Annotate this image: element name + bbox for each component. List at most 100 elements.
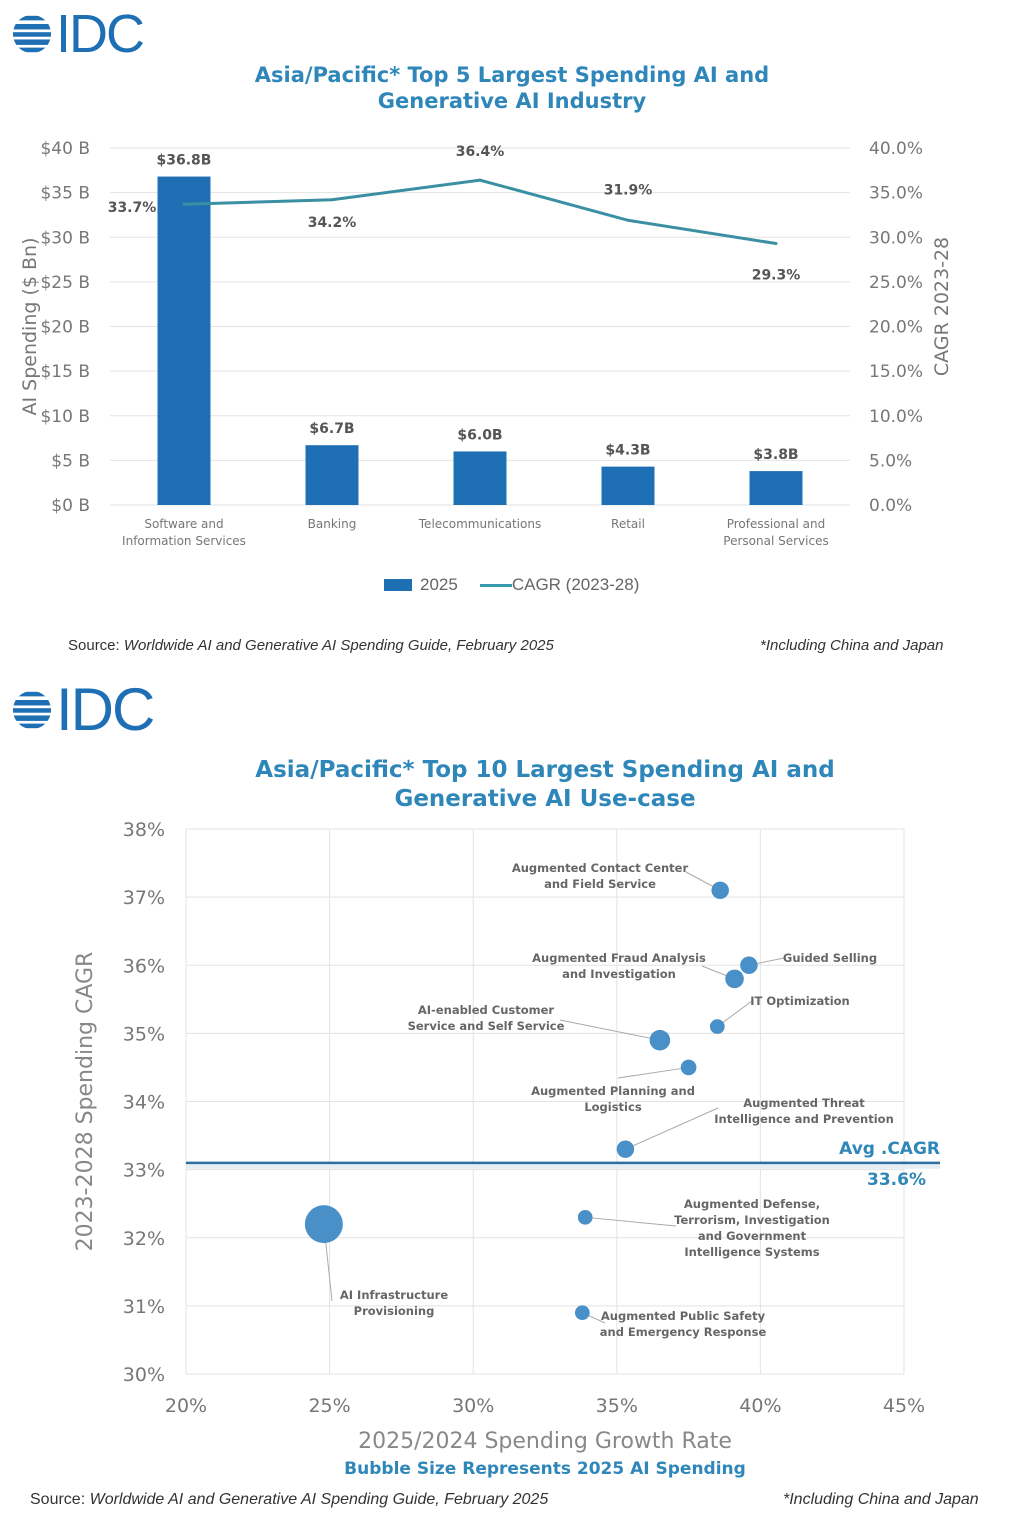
source-label: Source:: [30, 1491, 90, 1508]
cagr-data-label: 31.9%: [604, 182, 653, 198]
chart1-title-line2: Generative AI Industry: [377, 89, 647, 114]
x-category-label: Banking: [308, 517, 357, 531]
bubble-label: and Government: [698, 1229, 807, 1243]
y-tick-label: 32%: [123, 1228, 165, 1250]
bar-2025: [749, 471, 803, 505]
footnote-text: *Including China and Japan: [783, 1491, 979, 1508]
bar-data-label: $6.7B: [309, 421, 354, 437]
x-category-label: Retail: [611, 517, 645, 531]
footnote-text: *Including China and Japan: [760, 637, 944, 654]
bar-2025: [305, 445, 359, 505]
y2-tick-label: 25.0%: [869, 273, 923, 293]
y-tick-label: 34%: [123, 1092, 165, 1114]
bubble-label: Guided Selling: [783, 951, 877, 965]
legend-bar-label: 2025: [420, 575, 458, 594]
bubble: [680, 1059, 697, 1076]
x-category-label: Information Services: [122, 534, 246, 548]
idc-globe-icon: [12, 15, 52, 53]
cagr-data-label: 34.2%: [308, 215, 357, 231]
bubble-label: and Field Service: [544, 877, 656, 891]
chart1-title-line1: Asia/Pacific* Top 5 Largest Spending AI …: [254, 63, 770, 87]
bubble: [740, 956, 758, 974]
leader-line: [625, 1107, 719, 1150]
y-tick-label: $15 B: [40, 362, 90, 382]
bubble-label: Logistics: [584, 1100, 642, 1114]
y-tick-label: $10 B: [40, 407, 90, 427]
bar-2025: [453, 451, 507, 505]
cagr-line: [183, 178, 777, 245]
x-tick-label: 40%: [739, 1395, 781, 1417]
bar-2025: [157, 176, 211, 505]
bubble-label: Augmented Public Safety: [601, 1309, 766, 1323]
x-category-label: Telecommunications: [418, 517, 541, 531]
y-tick-label: $0 B: [51, 496, 90, 516]
avg-cagr-shadow: [186, 1162, 940, 1169]
x-tick-label: 45%: [883, 1395, 925, 1417]
y-tick-label: 36%: [123, 955, 165, 977]
leader-line: [585, 1216, 677, 1227]
source-text: Worldwide AI and Generative AI Spending …: [123, 637, 554, 654]
idc-globe-icon: [12, 691, 52, 729]
y-tick-label: 33%: [123, 1160, 165, 1182]
bubble: [725, 969, 744, 989]
bubble-label: Service and Self Service: [408, 1019, 565, 1033]
y-tick-label: $25 B: [40, 273, 90, 293]
leader-line: [559, 1019, 660, 1041]
bubble: [304, 1205, 343, 1244]
x-tick-label: 30%: [452, 1395, 494, 1417]
chart2-title: Asia/Pacific* Top 10 Largest Spending AI…: [180, 756, 910, 814]
industry-bar-line-chart: $0 B $5 B $10 B $15 B $20 B $25 B $30 B $35 B $4…: [19, 139, 953, 548]
idc-logo: IDC: [12, 4, 145, 64]
source-label: Source:: [68, 637, 124, 654]
bubble-label: AI Infrastructure: [340, 1288, 448, 1302]
x-category-label: Software and: [144, 517, 223, 531]
bubble-label: AI-enabled Customer: [418, 1003, 555, 1017]
bubble: [711, 881, 729, 900]
bubble: [577, 1209, 593, 1225]
bubble: [709, 1019, 725, 1034]
bar-2025: [601, 466, 655, 505]
x-category-label: Personal Services: [723, 534, 828, 548]
y-tick-label: $20 B: [40, 318, 90, 338]
cagr-point: [774, 241, 778, 245]
bubble: [574, 1305, 590, 1321]
y-tick-label: 30%: [123, 1364, 165, 1386]
bubble-label: Terrorism, Investigation: [674, 1213, 830, 1227]
y2-tick-label: 5.0%: [869, 451, 912, 471]
y2-tick-label: 0.0%: [869, 496, 912, 516]
bubble-label: Augmented Defense,: [684, 1197, 820, 1211]
legend-line-swatch: [479, 583, 512, 587]
chart1-source: Source: Worldwide AI and Generative AI S…: [68, 637, 554, 654]
source-text: Worldwide AI and Generative AI Spending …: [89, 1491, 549, 1508]
bubble-label: and Investigation: [562, 967, 676, 981]
bubble-label: Intelligence Systems: [684, 1245, 819, 1259]
chart2-title-line1: Asia/Pacific* Top 10 Largest Spending AI…: [255, 757, 835, 783]
cagr-data-label: 29.3%: [752, 267, 801, 283]
y2-tick-label: 10.0%: [869, 407, 923, 427]
x-tick-label: 35%: [596, 1395, 638, 1417]
idc-logo-text: IDC: [56, 676, 155, 743]
cagr-point: [330, 198, 334, 202]
chart1-footnote: *Including China and Japan: [760, 637, 943, 654]
y-tick-label: $30 B: [40, 228, 90, 248]
y-axis-title: 2023-2028 Spending CAGR: [73, 952, 98, 1252]
bubble-label: and Emergency Response: [600, 1325, 767, 1339]
bubble-label: Augmented Planning and: [531, 1084, 695, 1098]
bubble-label: IT Optimization: [750, 994, 849, 1008]
bar-data-label: $36.8B: [157, 153, 212, 169]
y-tick-label: 31%: [123, 1296, 165, 1318]
idc-logo-text: IDC: [56, 4, 145, 64]
cagr-point: [478, 178, 482, 182]
bubble-label: Augmented Threat: [743, 1096, 865, 1110]
leader-line: [617, 1066, 689, 1079]
bubble-label: Intelligence and Prevention: [714, 1112, 894, 1126]
cagr-point: [626, 218, 630, 222]
bar-data-label: $3.8B: [753, 447, 798, 463]
cagr-point: [182, 202, 186, 206]
bubble: [616, 1140, 635, 1158]
y2-tick-label: 40.0%: [869, 139, 923, 159]
y2-axis-title: CAGR 2023-28: [931, 237, 953, 376]
y2-tick-label: 15.0%: [869, 362, 923, 382]
chart2-footnote: *Including China and Japan: [783, 1491, 979, 1509]
bubble-label: Augmented Contact Center: [512, 861, 689, 875]
